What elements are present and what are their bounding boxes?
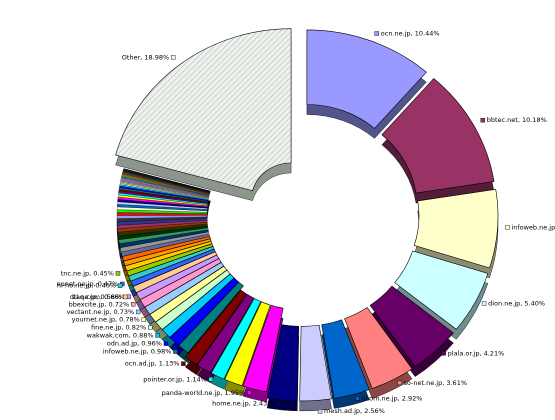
pie-label-swatch [155, 333, 160, 338]
pie-label-swatch [135, 309, 141, 315]
pie-label-swatch [170, 55, 176, 60]
pie-slice [242, 304, 284, 393]
pie-slice [369, 285, 454, 368]
pie-slice-label: so-net.ne.jp, 3.61% [404, 379, 467, 387]
pie-label-swatch [141, 317, 147, 322]
pie-slice [321, 319, 370, 399]
pie-slice [196, 293, 255, 374]
pie-label-swatch [317, 409, 323, 414]
pie-slice [123, 168, 211, 192]
pie-label-swatch [181, 361, 186, 366]
pie-label-swatch [505, 225, 510, 230]
pie-slice-label: odn.ad.jp, 0.96% [107, 340, 162, 348]
pie-label-swatch [208, 377, 214, 382]
pie-slice [413, 188, 499, 269]
pie-slice-layer [115, 28, 499, 402]
pie-slice-label: plala.or.jp, 4.21% [448, 349, 505, 357]
pie-slice-label: pointer.or.jp, 1.14% [143, 375, 207, 383]
pie-slice-label: panda-world.ne.jp, 1.95% [162, 389, 246, 397]
pie-slice-label: home.ne.jp, 2.43% [212, 400, 273, 408]
pie-label-swatch [173, 349, 178, 354]
pie-label-swatch [246, 390, 252, 396]
pie-slice [394, 250, 489, 330]
pie-slice [306, 29, 427, 129]
pie-label-swatch [163, 341, 169, 346]
pie-slice-label: Other, 18.98% [122, 53, 169, 61]
pie-label-swatch [374, 31, 379, 36]
pie-label-swatch [130, 302, 136, 307]
pie-slice-label: tnc.ne.jp, 0.45% [61, 269, 114, 277]
pie-label-swatch [480, 117, 485, 123]
pie-label-swatch [397, 380, 402, 386]
pie-slice-label: infoweb.ne.jp, 6.74% [511, 223, 555, 231]
pie-slice-label: fine.ne.jp, 0.82% [91, 323, 146, 331]
pie-slice [224, 301, 271, 387]
pie-slice-label: wakwak.com, 0.88% [87, 331, 154, 339]
pie-label-swatch [126, 294, 131, 300]
pie-slice-label: eonet.ne.jp, 0.47% [57, 280, 119, 288]
pie-label-swatch [481, 301, 487, 306]
pie-label-swatch [441, 351, 446, 356]
pie-slice-label: bbexcite.jp, 0.72% [69, 300, 130, 308]
pie-slice-label: ucom.ne.jp, 2.92% [361, 394, 422, 402]
pie-label-swatch [355, 396, 360, 401]
pie-slice [381, 78, 495, 194]
pie-slice-label: vectant.ne.jp, 0.73% [67, 308, 135, 316]
pie-slice-label: yournet.ne.jp, 0.78% [72, 316, 140, 324]
pie-label-layer: ocn.ne.jp, 10.44% bbtec.net, 10.18% infowe… [57, 29, 555, 415]
pie-slice-label: dion.ne.jp, 5.40% [488, 299, 545, 307]
pie-slice-label: infoweb.ne.jp, 0.98% [103, 348, 172, 356]
pie-label-swatch [275, 401, 280, 406]
pie-slice [344, 307, 413, 389]
pie-slice [115, 28, 292, 192]
pie-slice [184, 289, 247, 366]
pie-slice-label: dti.ne.jp, 0.58% [70, 293, 121, 301]
pie-slice [266, 324, 300, 402]
pie-label-swatch [117, 283, 123, 288]
pie-label-swatch [115, 271, 121, 276]
pie-label-swatch [148, 325, 153, 330]
pie-slice-label: hi-ho.ne.jp, 0.46% [57, 282, 116, 290]
pie-slice-label: ocn.ne.jp, 10.44% [381, 29, 440, 37]
pie-slice-label: ocn.ad.jp, 1.13% [125, 360, 180, 368]
pie-slice-label: mesh.ad.jp, 2.56% [324, 407, 385, 415]
pie-slice-label: bbtec.net, 10.18% [487, 116, 547, 124]
pie-slice-label: zaq.com, 0.66% [73, 293, 125, 301]
pie-slice [299, 324, 332, 402]
pie-slice [210, 298, 262, 380]
pie-label-swatch [122, 294, 128, 300]
